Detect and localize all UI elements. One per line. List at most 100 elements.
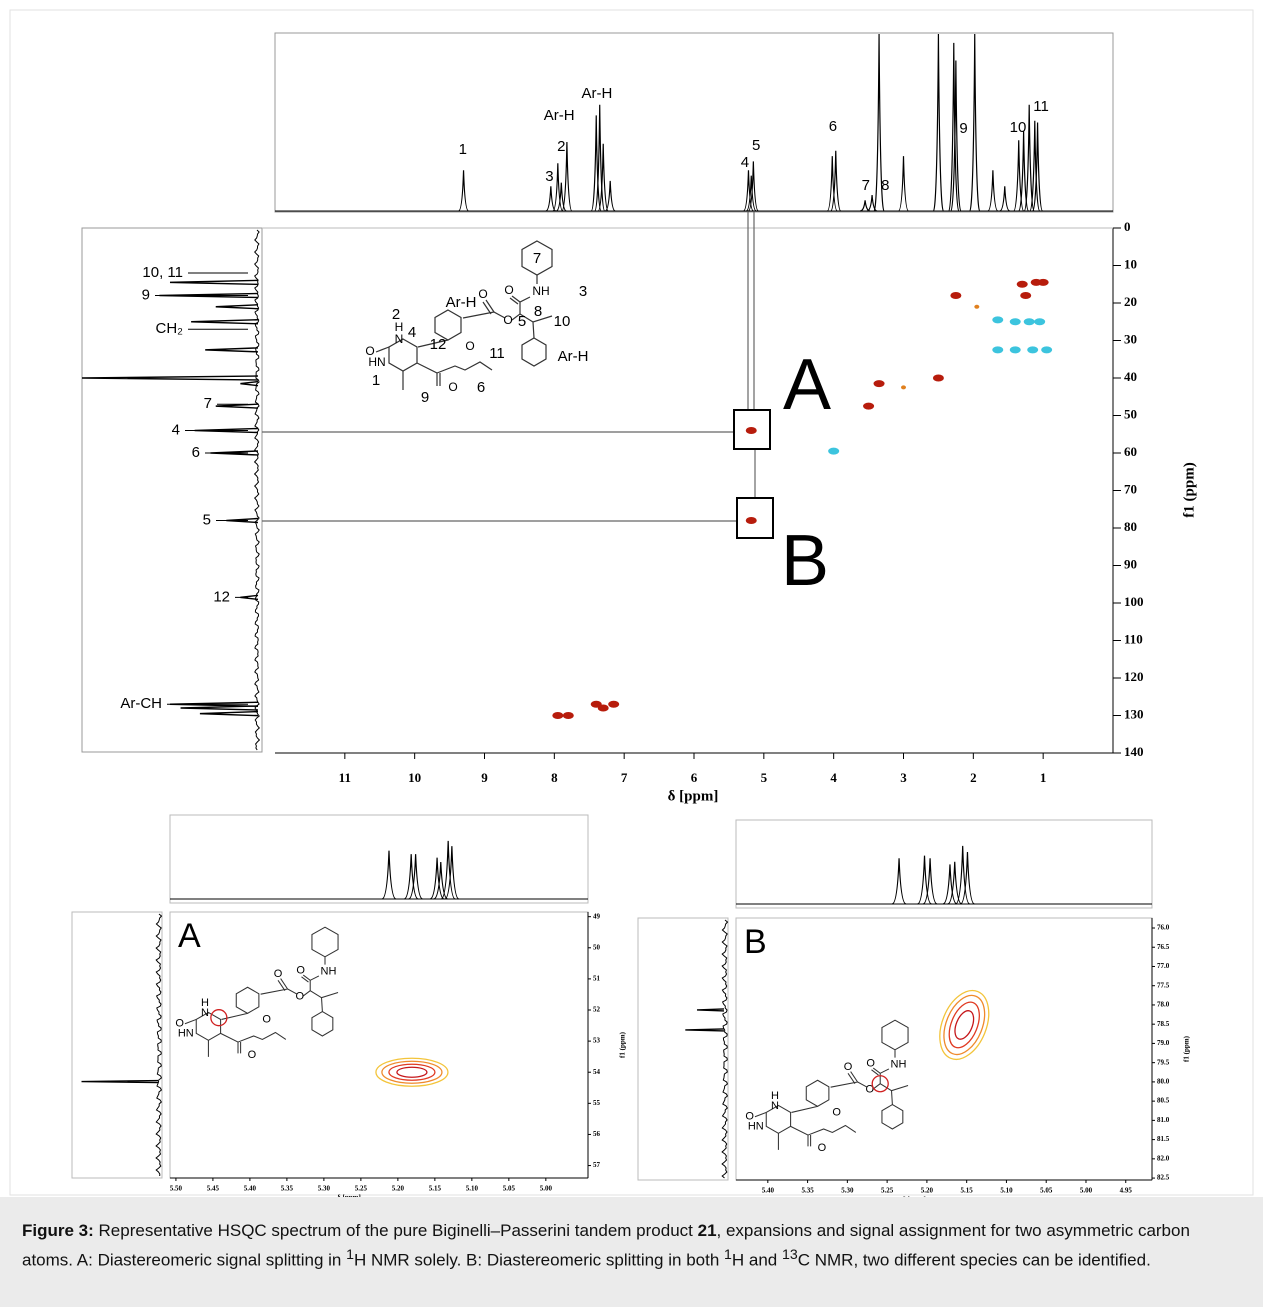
- c-noise: [253, 229, 261, 751]
- caption-text: 1: [724, 1247, 732, 1263]
- x-tick-label: 5.00: [1080, 1187, 1093, 1195]
- h-peak: [408, 854, 423, 900]
- x-tick-label: 5.15: [429, 1185, 442, 1193]
- h-projection-frame: [169, 814, 589, 904]
- cross-peak: [932, 374, 944, 382]
- caption: Figure 3: Representative HSQC spectrum o…: [0, 1197, 1263, 1307]
- structure-label: 12: [430, 336, 447, 353]
- c-peak: [685, 1028, 725, 1032]
- h-peak: [604, 180, 616, 212]
- peak-label: 10: [1010, 119, 1027, 136]
- structure-label: O: [866, 1058, 875, 1070]
- contour: [396, 1066, 428, 1078]
- h-peak: [830, 150, 842, 212]
- x-tick-label: 5.20: [392, 1185, 405, 1193]
- x-axis-label: δ [ppm]: [668, 788, 719, 804]
- h-peak: [458, 170, 469, 212]
- y-tick-label: 54: [593, 1068, 601, 1076]
- y-tick-label: 50: [593, 943, 601, 951]
- c-peak: [191, 319, 259, 325]
- x-tick-label: 5.10: [466, 1185, 479, 1193]
- structure-label: 10: [554, 313, 571, 330]
- guide-lines: [262, 212, 756, 522]
- cross-peak: [1023, 318, 1035, 326]
- x-tick-label: 5.40: [244, 1185, 257, 1193]
- contour: [939, 989, 990, 1060]
- structure-label: 9: [421, 389, 429, 406]
- h-peak: [1018, 131, 1030, 212]
- peak-label: 2: [557, 138, 565, 155]
- h-peak: [545, 186, 557, 212]
- c-noise: [721, 919, 729, 1179]
- c-projection-frame: [81, 227, 263, 753]
- h-peak: [891, 858, 907, 905]
- y-tick-label: 81.0: [1157, 1116, 1170, 1124]
- y-tick-label: 77.5: [1157, 981, 1170, 989]
- structure-label: O: [478, 287, 487, 301]
- x-tick-label: 5: [761, 770, 768, 785]
- c-peak: [205, 347, 259, 353]
- stereocenter-marker: [871, 1075, 889, 1093]
- x-tick-label: 6: [691, 770, 698, 785]
- h-peak: [381, 850, 397, 900]
- cross-peak: [597, 704, 609, 712]
- x-tick-label: 4.95: [1120, 1187, 1133, 1195]
- y-tick-label: 140: [1124, 744, 1144, 759]
- y-tick-label: 79.0: [1157, 1039, 1170, 1047]
- x-tick-label: 5.35: [801, 1187, 814, 1195]
- structure-label: O: [262, 1013, 271, 1025]
- h-peak: [444, 846, 460, 900]
- h-peak: [932, 33, 945, 212]
- cross-peak: [1037, 278, 1049, 286]
- cross-peak: [873, 380, 885, 388]
- structure-label: O: [503, 313, 512, 327]
- structure-label: N: [395, 332, 404, 346]
- structure-label: O: [175, 1018, 184, 1030]
- structure-label: 4: [408, 324, 416, 341]
- figure: A B δ [ppm] f1 (ppm) 11 10 9 8 7 6 5 4 3 2 1010203…: [9, 9, 1254, 1197]
- y-tick-label: 110: [1124, 631, 1143, 646]
- x-tick-label: 5.25: [355, 1185, 368, 1193]
- cross-peak: [608, 700, 620, 708]
- y-tick-label: 20: [1124, 294, 1137, 309]
- caption-text: , expansions and signal assignment for t…: [22, 1221, 1190, 1270]
- h-peak: [433, 862, 449, 900]
- structure-label: NH: [321, 965, 337, 977]
- h-projection-frame: [735, 819, 1153, 909]
- h-peak: [942, 864, 958, 905]
- c-projection-frame: [71, 911, 163, 1179]
- stereocenter-marker: [210, 1009, 228, 1027]
- h-peak: [747, 161, 759, 212]
- contour: [388, 1063, 436, 1081]
- cross-peak: [562, 712, 574, 719]
- y-tick-label: 55: [593, 1099, 601, 1107]
- caption-text: C NMR, two different species can be iden…: [797, 1250, 1151, 1270]
- y-tick-label: 100: [1124, 594, 1144, 609]
- c-peak: [215, 304, 259, 310]
- cross-peak: [1034, 318, 1046, 326]
- peak-label: 7: [862, 177, 870, 194]
- structure: [754, 1019, 909, 1151]
- x-axis-label: δ [ppm]: [902, 1196, 926, 1197]
- h-peak: [948, 42, 960, 212]
- y-tick-label: 52: [593, 1006, 601, 1014]
- box-b: [736, 497, 774, 539]
- y-axis-label: f1 (ppm): [1181, 462, 1197, 517]
- peak-label: Ar-CH: [120, 695, 162, 712]
- contour: [954, 1010, 975, 1040]
- x-tick-label: 5.20: [921, 1187, 934, 1195]
- peak-label: Ar-H: [544, 107, 575, 124]
- structure-label: O: [832, 1106, 841, 1118]
- cross-peak: [745, 427, 757, 434]
- cross-peak: [863, 402, 875, 410]
- structure-label: 2: [392, 306, 400, 323]
- x-tick-label: 5.00: [540, 1185, 553, 1193]
- structure-label: 11: [489, 345, 505, 362]
- structure-label: O: [865, 1084, 874, 1096]
- box-letter: B: [781, 521, 829, 601]
- h-peak: [826, 156, 838, 212]
- y-tick-label: 80: [1124, 519, 1137, 534]
- cross-peak: [1016, 280, 1028, 288]
- x-tick-label: 5.10: [1000, 1187, 1013, 1195]
